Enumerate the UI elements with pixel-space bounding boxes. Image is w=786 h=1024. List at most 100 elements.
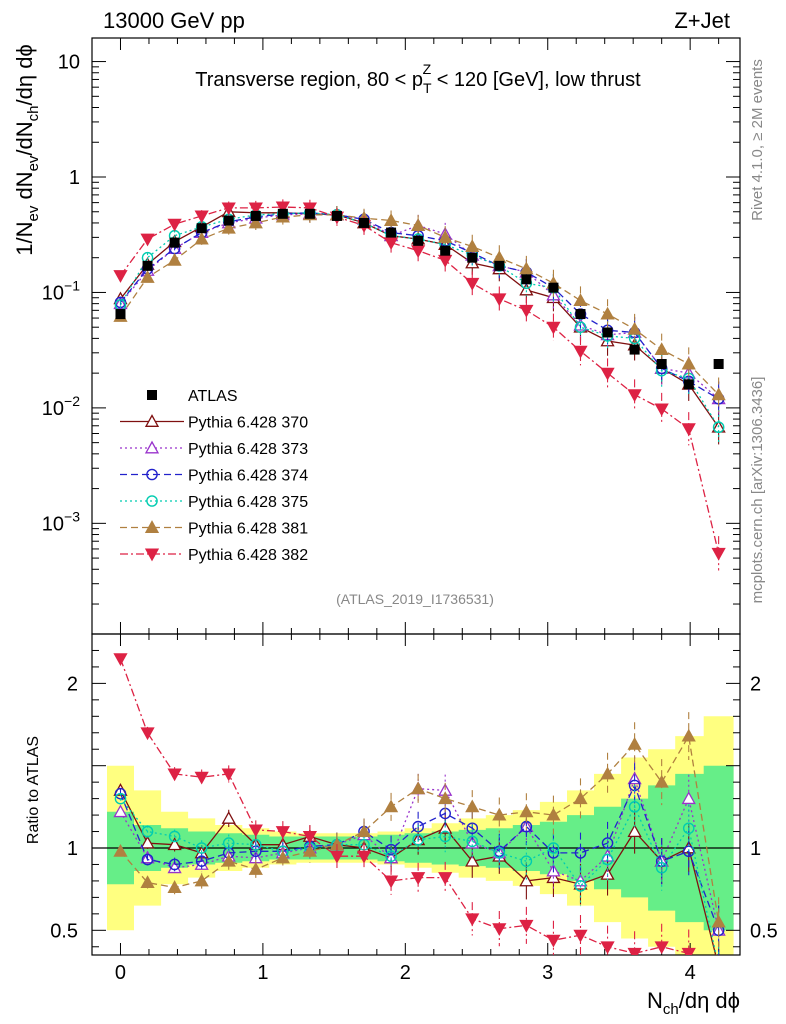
ratio-tick-label-right: 2 xyxy=(750,673,761,695)
ratio-point xyxy=(114,792,127,805)
ratio-point xyxy=(275,826,290,839)
ratio-y-axis-label: Ratio to ATLAS xyxy=(25,736,42,844)
header-right: Z+Jet xyxy=(674,8,730,33)
series-point xyxy=(194,231,209,245)
chart-title-sub: T xyxy=(423,80,432,96)
x-axis-label-b: /dη dϕ xyxy=(679,988,740,1013)
ratio-point xyxy=(465,799,480,813)
ratio-point xyxy=(168,830,181,843)
ratio-point xyxy=(519,804,534,818)
legend-marker xyxy=(144,440,160,454)
y-tick-label: 1 xyxy=(69,167,80,189)
atlas-data-point xyxy=(331,210,342,221)
ratio-series-line xyxy=(119,798,717,955)
series-line xyxy=(119,212,720,428)
ratio-point xyxy=(141,825,154,838)
atlas-data-point xyxy=(250,210,261,221)
ratio-point xyxy=(682,822,695,835)
atlas-data-point xyxy=(629,344,640,355)
y-tick-label: 10−3 xyxy=(42,508,80,535)
series-point xyxy=(302,202,318,216)
y-axis-label-part: /dN xyxy=(12,121,37,155)
y-axis-label-part: ch xyxy=(25,105,42,121)
y-tick-exponent: −1 xyxy=(64,277,80,293)
series-point xyxy=(438,230,453,243)
ratio-point xyxy=(356,824,372,837)
atlas-data-point xyxy=(277,208,288,219)
ratio-point xyxy=(167,768,182,782)
series-point xyxy=(140,233,155,247)
x-tick-label: 1 xyxy=(257,962,268,984)
legend: ATLAS Pythia 6.428 370 Pythia 6.428 373 Pyt… xyxy=(120,388,308,564)
series-point xyxy=(573,293,588,307)
x-tick-label: 0 xyxy=(115,962,126,984)
ratio-point xyxy=(194,857,209,870)
ratio-point xyxy=(221,811,236,824)
series-point xyxy=(546,321,561,335)
series-point xyxy=(411,218,426,231)
atlas-data-point xyxy=(521,274,532,285)
series-point xyxy=(519,304,534,318)
ratio-point xyxy=(385,850,397,863)
ratio-point xyxy=(167,860,182,874)
ratio-point xyxy=(519,873,534,887)
series-point xyxy=(573,345,588,359)
x-tick-label: 4 xyxy=(685,962,696,984)
series-point xyxy=(221,202,236,216)
ratio-tick-label-right: 1 xyxy=(750,838,761,860)
atlas-data-point xyxy=(223,215,234,226)
ratio-point xyxy=(573,929,588,943)
series-point xyxy=(248,215,263,229)
ratio-tick-label-left: 0.5 xyxy=(50,920,78,942)
ratio-point xyxy=(519,919,534,933)
ratio-point xyxy=(140,875,155,889)
ratio-point xyxy=(627,736,642,750)
ratio-point xyxy=(654,941,669,955)
series-point xyxy=(411,245,426,259)
legend-marker xyxy=(146,468,158,481)
atlas-data-point xyxy=(656,359,667,370)
x-tick-label: 2 xyxy=(400,962,411,984)
ratio-point xyxy=(547,842,560,854)
series-point xyxy=(519,282,534,296)
ratio-point xyxy=(113,653,128,667)
ratio-point xyxy=(383,799,399,813)
series-point xyxy=(519,261,534,275)
ratio-tick-label-left: 2 xyxy=(67,673,78,695)
ratio-point xyxy=(383,875,399,889)
ratio-point xyxy=(520,855,533,867)
ratio-tick-label-right: 0.5 xyxy=(750,920,778,942)
ratio-point xyxy=(600,766,615,780)
y-axis-label-part: ev xyxy=(25,155,42,171)
legend-marker xyxy=(146,495,158,507)
chart-title-a: Transverse region, 80 < p xyxy=(195,69,423,91)
ratio-point xyxy=(492,923,507,937)
series-point xyxy=(574,321,587,334)
ratio-point xyxy=(439,830,451,843)
main-series-group xyxy=(113,199,726,571)
ratio-point xyxy=(465,913,480,927)
series-point xyxy=(600,306,615,320)
ratio-point xyxy=(221,768,236,782)
legend-label: Pythia 6.428 381 xyxy=(188,521,308,538)
y-tick-exponent: −3 xyxy=(64,508,80,524)
atlas-data-point xyxy=(196,223,207,234)
ratio-tick-label-left: 1 xyxy=(67,838,78,860)
chart-title-sup: Z xyxy=(423,61,432,77)
ratio-point xyxy=(113,804,128,818)
ratio-point xyxy=(248,862,263,875)
series-point xyxy=(711,387,726,401)
atlas-data-point xyxy=(440,245,451,256)
chart-title-b: < 120 [GeV], low thrust xyxy=(431,69,641,91)
ratio-point xyxy=(714,961,724,971)
ratio-point xyxy=(356,850,372,864)
series-point xyxy=(654,403,669,417)
y-axis-label-part: ev xyxy=(25,205,42,221)
ratio-series-group xyxy=(113,653,726,971)
atlas-data-point xyxy=(413,235,424,246)
ratio-point xyxy=(113,843,128,857)
series-point xyxy=(438,254,453,268)
legend-marker xyxy=(144,414,160,427)
series-point xyxy=(221,220,236,234)
ratio-point xyxy=(195,842,208,854)
